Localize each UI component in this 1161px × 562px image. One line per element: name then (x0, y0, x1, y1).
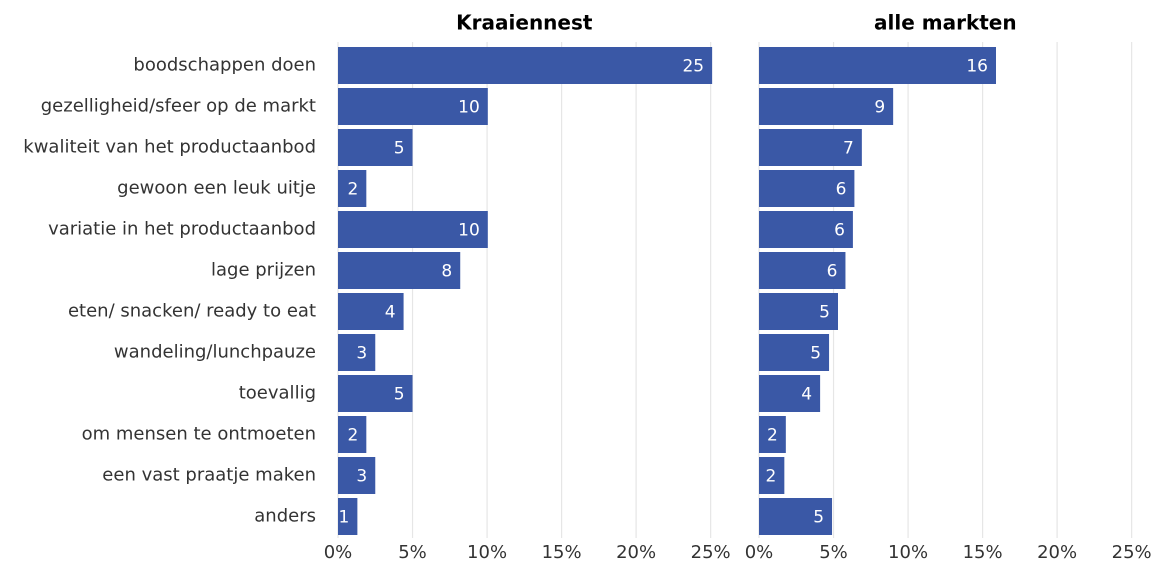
value-label: 4 (385, 303, 396, 323)
x-tick-label: 15% (963, 542, 1003, 562)
category-label: boodschappen doen (133, 55, 316, 76)
bar (759, 88, 894, 125)
x-tick-label: 0% (745, 542, 774, 562)
value-label: 5 (813, 508, 824, 528)
x-tick-label: 10% (888, 542, 928, 562)
bar (338, 498, 358, 535)
value-label: 25 (682, 57, 704, 77)
x-tick-label: 20% (1037, 542, 1077, 562)
bar (338, 129, 413, 166)
x-tick-label: 25% (1112, 542, 1152, 562)
bar (338, 211, 488, 248)
bar (338, 252, 461, 289)
value-label: 16 (966, 57, 988, 77)
category-label: variatie in het productaanbod (48, 219, 316, 240)
value-label: 5 (394, 139, 405, 159)
value-label: 5 (810, 344, 821, 364)
bar (338, 416, 367, 453)
bar (759, 47, 996, 84)
value-label: 2 (766, 467, 777, 487)
value-label: 10 (458, 221, 480, 241)
bar (759, 293, 838, 330)
value-label: 2 (347, 426, 358, 446)
bar (759, 375, 821, 412)
bar (338, 47, 713, 84)
category-label: om mensen te ontmoeten (82, 424, 316, 445)
x-tick-label: 25% (691, 542, 731, 562)
bar (759, 252, 846, 289)
x-tick-label: 20% (616, 542, 656, 562)
category-label: wandeling/lunchpauze (114, 342, 316, 363)
bar (759, 457, 785, 494)
category-label: anders (254, 506, 316, 527)
category-label: gewoon een leuk uitje (117, 178, 316, 199)
bar (338, 334, 376, 371)
category-label: een vast praatje maken (102, 465, 316, 486)
value-label: 10 (458, 98, 480, 118)
value-label: 8 (441, 262, 452, 282)
value-label: 5 (394, 385, 405, 405)
bar (338, 375, 413, 412)
bar (338, 88, 488, 125)
category-label: kwaliteit van het productaanbod (23, 137, 316, 158)
category-label: lage prijzen (211, 260, 316, 281)
bar (338, 457, 376, 494)
value-label: 2 (767, 426, 778, 446)
bar (759, 211, 853, 248)
panel-title: alle markten (874, 11, 1017, 35)
bar (759, 334, 830, 371)
value-label: 6 (827, 262, 838, 282)
value-label: 6 (836, 180, 847, 200)
bar (759, 170, 855, 207)
bar (338, 170, 367, 207)
bar (338, 293, 404, 330)
x-tick-label: 15% (542, 542, 582, 562)
value-label: 5 (819, 303, 830, 323)
x-tick-label: 10% (467, 542, 507, 562)
value-label: 2 (347, 180, 358, 200)
value-label: 9 (874, 98, 885, 118)
value-label: 3 (356, 344, 367, 364)
value-label: 3 (356, 467, 367, 487)
bar (759, 498, 833, 535)
x-tick-label: 5% (398, 542, 427, 562)
bar (759, 416, 786, 453)
panel-title: Kraaiennest (456, 11, 593, 35)
category-label: eten/ snacken/ ready to eat (68, 301, 316, 322)
value-label: 7 (843, 139, 854, 159)
bar (759, 129, 862, 166)
value-label: 1 (339, 508, 350, 528)
x-tick-label: 5% (819, 542, 848, 562)
category-label: toevallig (239, 383, 316, 404)
category-label: gezelligheid/sfeer op de markt (41, 96, 316, 117)
value-label: 4 (801, 385, 812, 405)
value-label: 6 (834, 221, 845, 241)
x-tick-label: 0% (324, 542, 353, 562)
